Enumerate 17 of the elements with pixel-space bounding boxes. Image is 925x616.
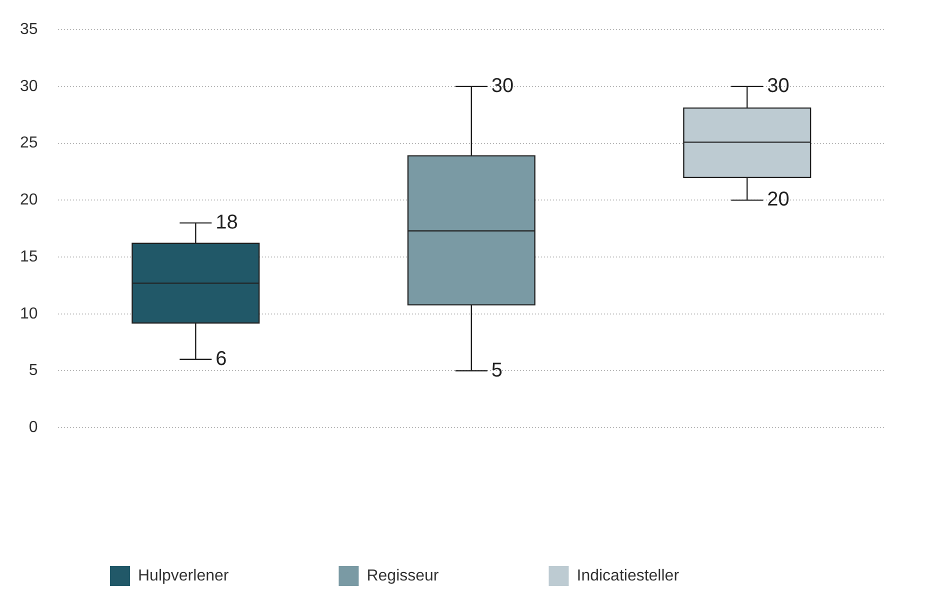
y-tick-label: 10 (20, 305, 38, 322)
annotation: 6 (216, 348, 227, 370)
legend-label: Indicatiesteller (576, 567, 680, 584)
annotation: 30 (767, 74, 790, 97)
y-tick-label: 15 (20, 248, 38, 266)
y-tick-label: 20 (20, 192, 38, 209)
annotation: 20 (767, 188, 790, 211)
annotation: 18 (216, 211, 238, 234)
y-tick-label: 5 (28, 362, 38, 380)
legend-label: Hulpverlener (138, 567, 230, 584)
y-tick-label: 30 (20, 78, 38, 95)
annotation: 30 (491, 74, 514, 97)
annotation: 5 (491, 359, 503, 382)
y-tick-label: 0 (28, 419, 38, 436)
legend-label: Regisseur (366, 567, 440, 584)
y-tick-label: 25 (20, 134, 38, 152)
y-tick-label: 35 (20, 21, 38, 38)
